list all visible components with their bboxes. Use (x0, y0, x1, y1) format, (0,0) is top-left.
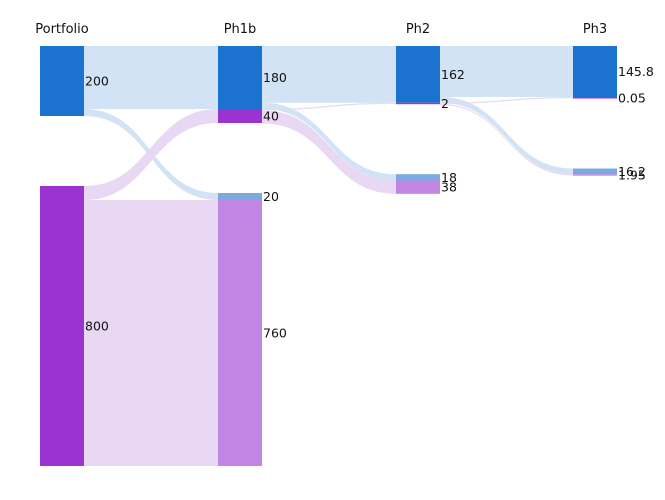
link-pf_blue-to-p1_blue (84, 46, 218, 109)
value-label-p2_purple: 2 (441, 96, 449, 111)
node-p2_blue (396, 46, 440, 103)
nodes-layer (40, 46, 617, 466)
node-pf_purple (40, 186, 84, 466)
link-p1_purple-to-p2_purple (262, 102, 396, 111)
value-label-p2_blue: 162 (441, 67, 465, 82)
value-label-p3_purple: 0.05 (618, 90, 646, 105)
link-p2_blue-to-p3_blue (440, 46, 573, 98)
node-pf_blue (40, 46, 84, 116)
stage-label-1: Ph1b (224, 22, 257, 37)
node-p2_lblue (396, 174, 440, 181)
node-p1_purple (218, 109, 262, 123)
node-p1_lpurp (218, 200, 262, 466)
value-label-p3_blue: 145.8 (618, 64, 654, 79)
link-p2_purple-to-p3_lpurp (440, 103, 573, 176)
stage-label-3: Ph3 (583, 22, 607, 37)
link-pf_purple-to-p1_lpurp (84, 200, 218, 466)
node-p3_lblue (573, 168, 617, 175)
node-p2_purple (396, 102, 440, 105)
value-label-p2_lpurp: 38 (441, 180, 457, 195)
node-p1_blue (218, 46, 262, 109)
value-label-p1_purple: 40 (263, 109, 279, 124)
value-label-p1_lpurp: 760 (263, 326, 287, 341)
link-p1_purple-to-p2_lpurp (262, 110, 396, 194)
stage-label-2: Ph2 (406, 22, 430, 37)
link-pf_purple-to-p1_purple (84, 109, 218, 200)
value-label-p1_blue: 180 (263, 70, 287, 85)
value-label-p1_lblue: 20 (263, 189, 279, 204)
link-p1_blue-to-p2_lblue (262, 102, 396, 181)
node-p3_purple (573, 97, 617, 99)
node-p3_lpurp (573, 174, 617, 176)
stage-label-0: Portfolio (35, 22, 89, 37)
stage-labels: Portfolio Ph1b Ph2 Ph3 (35, 22, 607, 37)
value-label-p3_lpurp: 1.95 (618, 167, 646, 182)
value-label-pf_blue: 200 (85, 74, 109, 89)
link-p2_blue-to-p3_lblue (440, 97, 573, 175)
link-p1_blue-to-p2_blue (262, 46, 396, 103)
links-layer (84, 46, 573, 466)
node-p2_lpurp (396, 180, 440, 194)
value-label-p3_lblue: 16.2 (618, 164, 646, 179)
link-p2_purple-to-p3_purple (440, 97, 573, 104)
node-p1_lblue (218, 193, 262, 200)
value-label-p2_lblue: 18 (441, 170, 457, 185)
value-label-pf_purple: 800 (85, 319, 109, 334)
node-p3_blue (573, 46, 617, 98)
